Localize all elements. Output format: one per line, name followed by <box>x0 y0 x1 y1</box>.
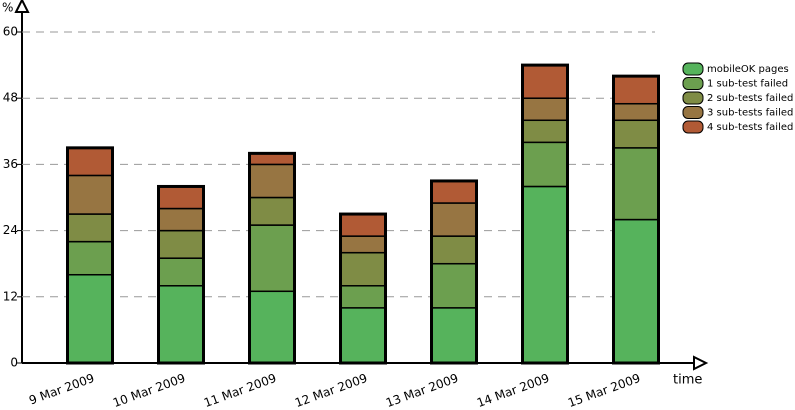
bar-segment <box>612 218 660 364</box>
bar-segment <box>612 119 660 149</box>
bar-segment <box>521 97 569 122</box>
x-tick-label: 14 Mar 2009 <box>475 371 551 410</box>
bar-segment <box>339 251 387 287</box>
y-tick-label: 0 <box>10 356 18 370</box>
bar-segment <box>430 262 478 309</box>
bar-outline <box>157 184 205 365</box>
bar-outline <box>612 74 660 365</box>
legend-label: 2 sub-tests failed <box>707 93 793 104</box>
bar-segment <box>521 119 569 144</box>
bar-segment <box>430 235 478 265</box>
bar-segment <box>157 229 205 259</box>
bar-segment <box>248 196 296 226</box>
legend-swatch <box>682 120 704 134</box>
legend-label: 4 sub-tests failed <box>707 122 793 133</box>
bar-outline <box>339 212 387 365</box>
legend-swatch <box>682 62 704 76</box>
bar-segment <box>248 163 296 199</box>
bar-segment <box>66 213 114 243</box>
bar-segment <box>66 240 114 276</box>
y-axis-arrow <box>14 0 30 13</box>
legend-label: mobileOK pages <box>707 64 789 75</box>
bar-segment <box>157 207 205 232</box>
x-tick-label: 12 Mar 2009 <box>293 371 369 410</box>
legend: mobileOK pages 1 sub-test failed 2 sub-tes… <box>682 62 793 134</box>
bar-segment <box>66 273 114 364</box>
x-axis-label: time <box>673 373 702 388</box>
bar-segment <box>612 147 660 221</box>
bar-segment <box>248 152 296 166</box>
bar-segment <box>521 64 569 99</box>
bar-segment <box>521 141 569 188</box>
bar-outline <box>248 151 296 365</box>
y-tick-label: 60 <box>3 25 18 39</box>
legend-swatch <box>682 91 704 105</box>
y-tick-label: 24 <box>3 223 18 237</box>
bar-segment <box>157 257 205 287</box>
bar-outline <box>430 179 478 365</box>
bar-segment <box>430 180 478 204</box>
y-tick-label: 12 <box>3 289 18 303</box>
bar-segment <box>521 185 569 364</box>
legend-label: 1 sub-test failed <box>707 79 788 90</box>
bar-segment <box>66 147 114 177</box>
legend-swatch <box>682 77 704 90</box>
bar-segment <box>157 285 205 364</box>
x-tick-label: 13 Mar 2009 <box>384 371 460 410</box>
bar-segment <box>339 213 387 237</box>
bar-segment <box>612 102 660 122</box>
x-tick-label: 9 Mar 2009 <box>27 371 96 408</box>
bar-outline <box>521 63 569 365</box>
bar-segment <box>339 285 387 309</box>
bar-segment <box>248 224 296 293</box>
bar-segment <box>612 75 660 105</box>
bar-segment <box>157 185 205 210</box>
x-tick-label: 15 Mar 2009 <box>566 371 642 410</box>
legend-label: 3 sub-tests failed <box>707 108 793 119</box>
bar-segment <box>339 307 387 364</box>
legend-swatch <box>682 106 704 119</box>
x-tick-label: 10 Mar 2009 <box>111 371 187 410</box>
bar-segment <box>430 307 478 364</box>
y-axis-label: % <box>2 1 13 15</box>
bar-segment <box>339 235 387 254</box>
y-tick-label: 48 <box>3 91 18 105</box>
bar-segment <box>66 174 114 215</box>
bar-segment <box>430 202 478 237</box>
x-tick-label: 11 Mar 2009 <box>202 371 278 410</box>
x-axis-arrow <box>693 355 709 371</box>
bar-outline <box>66 146 114 365</box>
bar-segment <box>248 290 296 364</box>
y-tick-label: 36 <box>3 157 18 171</box>
